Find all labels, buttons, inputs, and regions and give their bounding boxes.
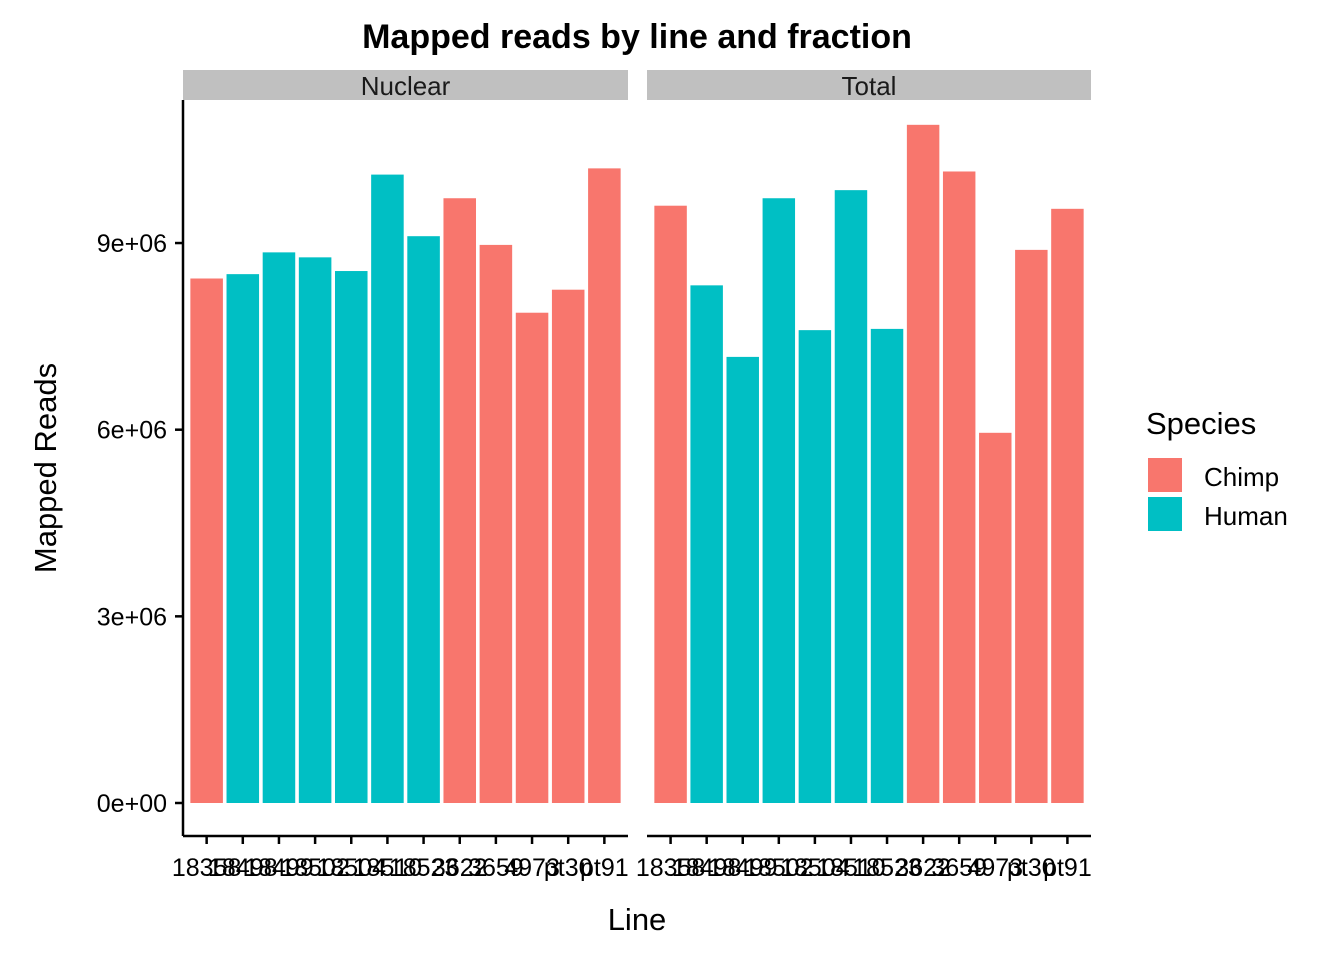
x-tick-label: 18502 [280,854,350,882]
bar [906,124,940,803]
x-tick-label: 3622 [895,854,951,882]
x-tick-label: 4973 [504,854,560,882]
bar [588,168,621,804]
chart-title: Mapped reads by line and fraction [362,18,912,56]
legend-label-chimp: Chimp [1204,462,1279,492]
x-tick-label: 18499 [708,854,778,882]
legend-label-human: Human [1204,501,1288,531]
bar [479,244,513,804]
x-tick-label: 18499 [244,854,314,882]
x-tick-label: pt30 [1007,854,1056,882]
x-axis-title: Line [608,902,667,937]
bar [407,236,440,803]
bar [226,274,260,803]
x-tick-label: 3659 [931,854,987,882]
bar [262,252,296,804]
x-tick-label: 18523 [389,854,459,882]
facet-panels: Nuclear183581849818499185021850418510185… [172,70,1092,882]
x-tick-label: 18498 [672,854,742,882]
x-tick-label: 4973 [967,854,1023,882]
bar [979,432,1012,803]
x-tick-label: pt30 [544,854,593,882]
bar [690,285,723,803]
bar [1015,249,1048,803]
y-tick-label: 0e+00 [97,790,167,818]
x-tick-label: pt91 [1043,854,1092,882]
x-tick-label: pt91 [580,854,629,882]
facet-strip-label: Nuclear [361,71,451,101]
bar [798,330,832,803]
bar [443,198,477,804]
x-tick-label: 18510 [816,854,886,882]
x-tick-label: 18358 [636,854,706,882]
bar [190,278,223,803]
bar [762,198,796,804]
facet-strip [183,70,628,100]
bar [834,190,868,804]
bar [371,174,404,803]
bar [551,289,585,803]
x-tick-label: 18504 [317,854,387,882]
x-tick-label: 18523 [852,854,922,882]
bar [942,171,976,803]
y-tick-label: 3e+06 [97,603,167,631]
bar [515,312,549,803]
x-tick-label: 3622 [432,854,488,882]
bar [870,328,904,803]
facet-panel-nuclear: Nuclear 183581849818499185021850418510185… [172,70,629,882]
x-tick-label: 3659 [468,854,524,882]
legend-swatch-human [1148,497,1182,531]
y-tick-label: 6e+06 [97,417,167,445]
legend: Species Chimp Human [1146,406,1288,531]
x-tick-label: 18504 [780,854,850,882]
x-tick-label: 18358 [172,854,242,882]
legend-swatch-chimp [1148,458,1182,492]
y-tick-label: 9e+06 [97,230,167,258]
bar [334,271,368,803]
facet-strip [647,70,1091,100]
facet-strip-label: Total [842,71,897,101]
x-tick-label: 18510 [353,854,423,882]
bar [726,356,759,803]
bar [298,257,332,803]
x-tick-label: 18498 [208,854,278,882]
facet-panel-total: Total 18358184981849918502185041851018523… [636,70,1092,882]
legend-title: Species [1146,406,1256,441]
y-axis: 0e+00 3e+06 6e+06 9e+06 [97,100,185,836]
x-tick-label: 18502 [744,854,814,882]
bar [654,205,687,804]
y-axis-title: Mapped Reads [28,363,63,573]
bar [1051,208,1084,804]
